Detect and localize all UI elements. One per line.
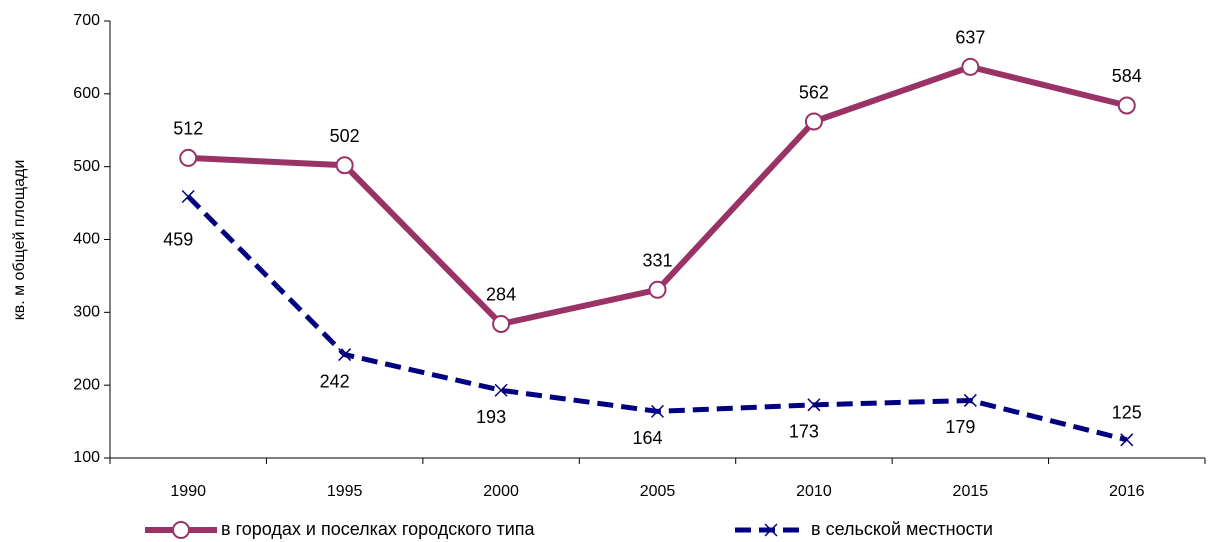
x-tick-label: 2016 bbox=[1109, 483, 1145, 500]
data-label: 331 bbox=[642, 251, 672, 271]
data-label: 459 bbox=[163, 229, 193, 249]
marker bbox=[179, 148, 198, 167]
data-label: 584 bbox=[1112, 66, 1142, 86]
y-tick-label: 500 bbox=[73, 158, 100, 175]
marker bbox=[494, 383, 508, 397]
data-label: 562 bbox=[799, 82, 829, 102]
marker bbox=[1120, 433, 1134, 447]
y-axis-title: кв. м общей площади bbox=[11, 160, 28, 321]
legend-marker bbox=[172, 521, 190, 539]
data-label: 125 bbox=[1112, 403, 1142, 423]
data-label: 512 bbox=[173, 119, 203, 139]
marker bbox=[492, 314, 511, 333]
data-label: 242 bbox=[320, 371, 350, 391]
y-tick-label: 700 bbox=[73, 12, 100, 29]
marker bbox=[807, 398, 821, 412]
y-tick-label: 100 bbox=[73, 449, 100, 466]
x-tick-label: 2005 bbox=[640, 483, 676, 500]
x-tick-label: 2010 bbox=[796, 483, 832, 500]
marker bbox=[335, 156, 354, 175]
data-label: 637 bbox=[955, 28, 985, 48]
legend-label: в городах и поселках городского типа bbox=[221, 519, 536, 539]
y-tick-label: 400 bbox=[73, 231, 100, 248]
marker bbox=[181, 189, 195, 204]
marker bbox=[648, 280, 667, 299]
y-tick-label: 300 bbox=[73, 304, 100, 321]
x-tick-label: 2000 bbox=[483, 483, 519, 500]
marker bbox=[650, 404, 665, 418]
x-tick-label: 1990 bbox=[170, 483, 206, 500]
x-tick-label: 1995 bbox=[327, 483, 363, 500]
marker bbox=[338, 348, 352, 362]
x-tick-label: 2015 bbox=[953, 483, 989, 500]
data-label: 164 bbox=[632, 428, 662, 448]
y-tick-label: 600 bbox=[73, 85, 100, 102]
data-label: 179 bbox=[945, 417, 975, 437]
data-label: 173 bbox=[789, 422, 819, 442]
legend-label: в сельской местности bbox=[811, 519, 993, 539]
marker bbox=[961, 57, 980, 76]
legend-marker bbox=[764, 523, 778, 537]
marker bbox=[804, 112, 823, 131]
marker bbox=[963, 393, 977, 407]
data-label: 193 bbox=[476, 407, 506, 427]
data-label: 502 bbox=[330, 126, 360, 146]
marker bbox=[1117, 96, 1136, 115]
data-label: 284 bbox=[486, 285, 516, 305]
series-line bbox=[186, 194, 1128, 443]
y-tick-label: 200 bbox=[73, 376, 100, 393]
